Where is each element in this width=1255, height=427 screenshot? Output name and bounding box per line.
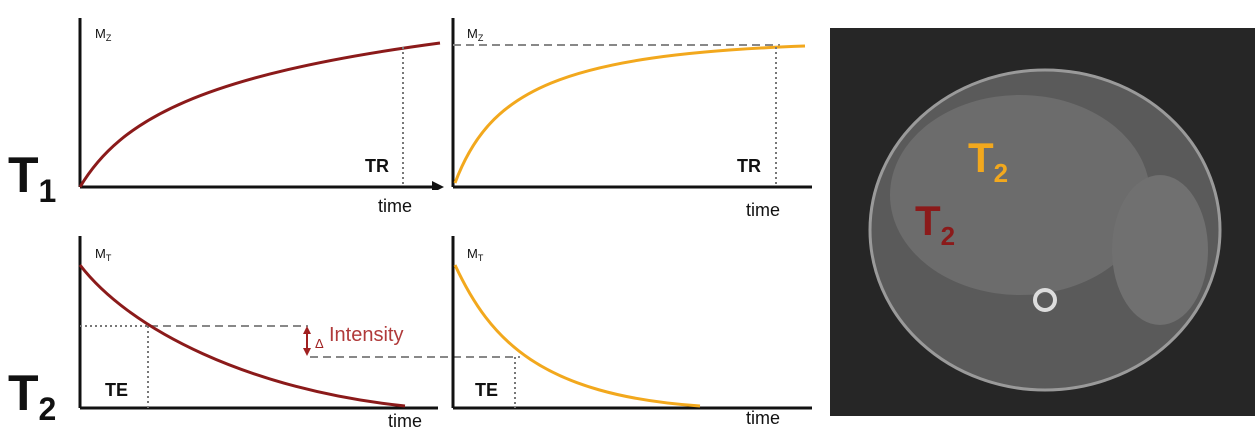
delta-label: Intensity [329,324,403,346]
y-label-main: M [467,26,478,41]
image-label-main: T [915,197,941,244]
row-label: T1 [8,147,56,209]
page: T1 T2 MZ TR time MZ TR time Δ Intensity … [0,0,1255,427]
row-label: T2 [8,365,56,427]
y-label-main: M [95,26,106,41]
axes [453,236,812,408]
y-label: MT [95,246,112,263]
marker-label: TE [105,380,128,400]
x-label: time [746,200,780,220]
liver [890,95,1150,295]
marker-label: TE [475,380,498,400]
y-label-sub: T [478,253,484,263]
x-label: time [378,196,412,216]
image-label-main: T [968,134,994,181]
y-label-main: M [95,246,106,261]
row-label-main: T [8,365,39,421]
row-label-sub: 1 [39,173,57,209]
panel: MT TE time [453,236,812,427]
image-label-sub: 2 [941,221,955,251]
delta-symbol: Δ [315,336,324,351]
mri-image: T2 T2 [830,28,1255,416]
y-label-main: M [467,246,478,261]
figure: T1 T2 MZ TR time MZ TR time Δ Intensity … [0,0,1255,427]
y-label-sub: T [106,253,112,263]
spleen [1112,175,1208,325]
y-label: MZ [95,26,112,43]
x-label: time [388,411,422,427]
y-label-sub: Z [106,33,112,43]
axes [80,236,438,408]
image-label-sub: 2 [994,158,1008,188]
y-label-sub: Z [478,33,484,43]
row-label-sub: 2 [39,391,57,427]
marker-label: TR [737,156,761,176]
x-label: time [746,408,780,427]
y-label: MT [467,246,484,263]
panel: MZ TR time [453,18,812,220]
marker-label: TR [365,156,389,176]
y-label: MZ [467,26,484,43]
panel: MZ TR time [80,18,440,218]
row-label-main: T [8,147,39,203]
